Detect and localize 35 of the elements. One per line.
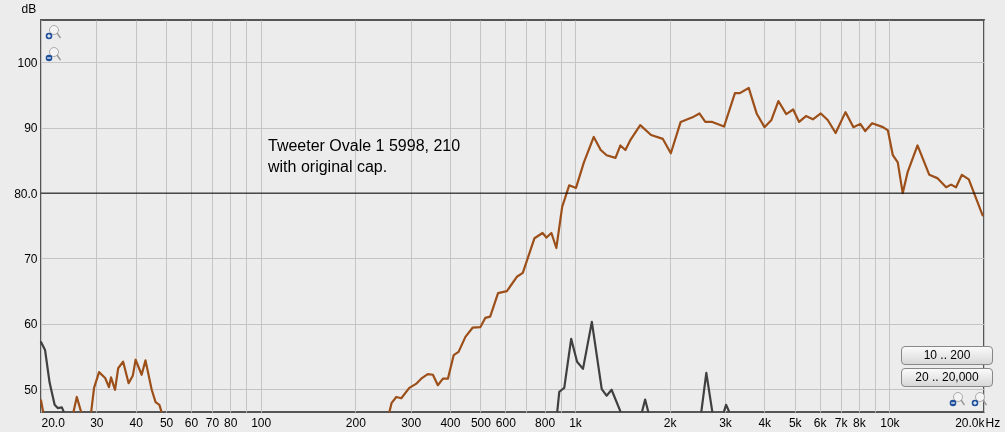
x-tick-label: 40 xyxy=(129,415,144,430)
x-tick-label: 3k xyxy=(719,415,733,430)
x-tick-label: 8k xyxy=(853,415,867,430)
x-tick-label: 800 xyxy=(535,415,556,430)
y-axis-title: dB xyxy=(21,1,37,16)
x-tick-label: 6k xyxy=(813,415,828,430)
x-tick-label: 4k xyxy=(758,415,773,430)
y-tick-label: 60 xyxy=(24,317,38,332)
x-tick-label: 7k xyxy=(834,415,849,430)
range-button: 10 .. 200 xyxy=(901,346,993,365)
x-tick-label: 10k xyxy=(880,415,901,430)
x-tick-label: 30 xyxy=(90,415,104,430)
x-tick-label: 2k xyxy=(663,415,678,430)
y-tick-label: 90 xyxy=(24,121,38,136)
x-tick-label: 100 xyxy=(251,415,272,430)
x-tick-label: 600 xyxy=(495,415,517,430)
x-tick-label: 1k xyxy=(569,415,583,430)
y-tick-label: 50 xyxy=(24,382,38,397)
y-tick-label: 70 xyxy=(24,251,38,266)
x-tick-label: 20.0k xyxy=(955,415,986,430)
x-tick-label: 500 xyxy=(470,415,492,430)
x-tick-label: 60 xyxy=(184,415,199,430)
x-tick-label: 300 xyxy=(401,415,422,430)
range-button: 20 .. 20,000 xyxy=(901,368,993,387)
x-tick-label: 400 xyxy=(440,415,461,430)
x-tick-label: 50 xyxy=(159,415,174,430)
x-tick-label: 200 xyxy=(345,415,367,430)
y-tick-label: 80.0 xyxy=(14,186,38,201)
annotation: Tweeter Ovale 1 5998, 210 with original cap. xyxy=(267,137,461,175)
x-tick-label: 70 xyxy=(205,415,220,430)
x-tick-label: 5k xyxy=(788,415,803,430)
y-tick-label: 100 xyxy=(17,55,38,70)
x-tick-label: 20.0 xyxy=(41,415,66,430)
x-tick-label: 80 xyxy=(224,415,238,430)
x-axis-title: Hz xyxy=(985,415,1001,430)
